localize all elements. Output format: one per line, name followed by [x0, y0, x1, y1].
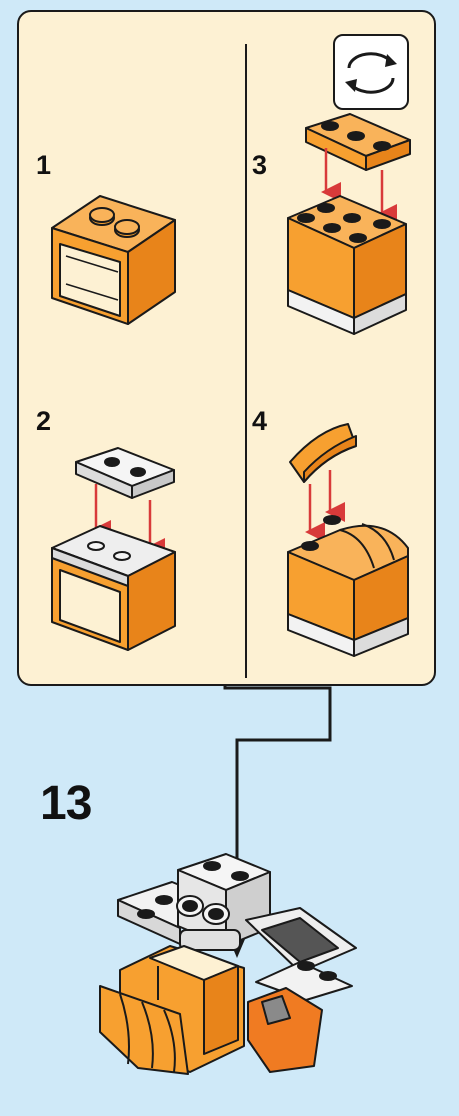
rotate-icon-box: [333, 34, 409, 110]
step-4-slope: [289, 423, 357, 483]
step-3-brick: [287, 195, 407, 335]
step-3-plate: [305, 113, 411, 171]
sub-step-4-number: 4: [252, 406, 268, 436]
rotate-arrows-icon: [345, 52, 397, 94]
step-4-brick: [287, 515, 409, 657]
sub-step-2-number: 2: [36, 406, 52, 436]
step-2-plate: [75, 447, 175, 499]
panel-divider: [245, 44, 247, 678]
main-step-number: 13: [40, 777, 92, 830]
step-2-brick: [51, 525, 176, 651]
step-1-brick: [51, 195, 176, 325]
sub-step-1-number: 1: [36, 150, 52, 180]
sub-step-3-number: 3: [252, 150, 268, 180]
main-model: [99, 853, 357, 1075]
